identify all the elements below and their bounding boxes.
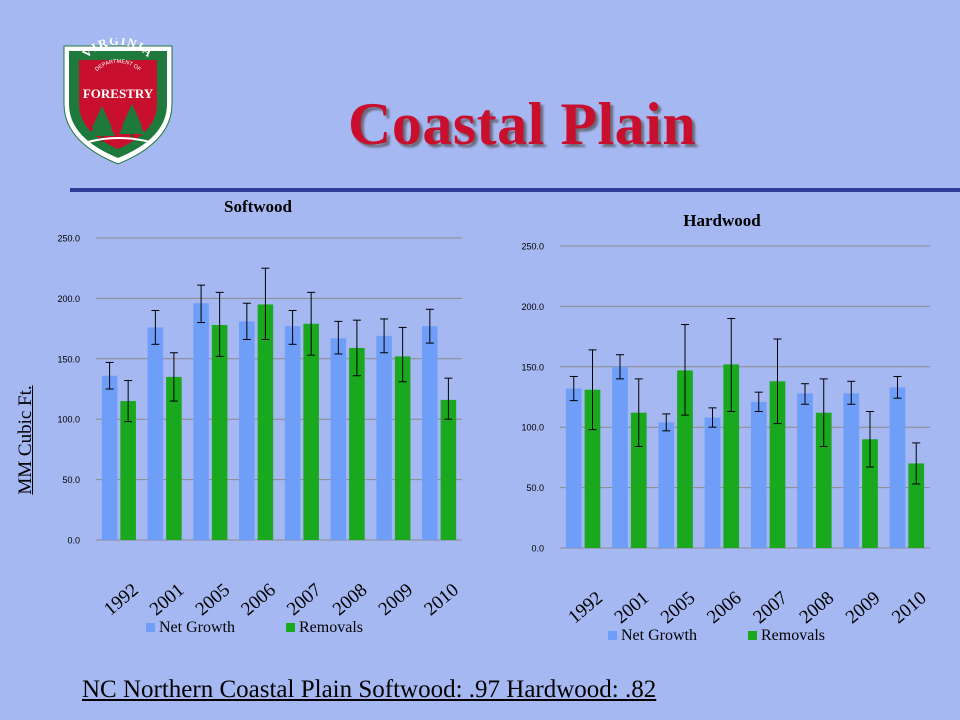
bar-removals (120, 401, 136, 540)
legend-swatch (286, 623, 295, 632)
slide-title: Coastal Plain (348, 91, 697, 157)
bar-net-growth (193, 303, 209, 540)
chart-title: Hardwood (683, 211, 761, 230)
x-tick-label: 2006 (703, 588, 746, 629)
bar-net-growth (658, 422, 675, 548)
bar-net-growth (843, 393, 860, 548)
x-tick-label: 2010 (420, 580, 463, 621)
legend-swatch (146, 623, 155, 632)
x-tick-label: 2007 (283, 580, 326, 621)
bar-net-growth (284, 326, 301, 540)
bar-removals (769, 381, 786, 548)
y-tick-label: 150.0 (57, 354, 80, 364)
bar-net-growth (239, 321, 255, 540)
x-tick-label: 2005 (192, 580, 235, 621)
x-tick-label: 1992 (564, 588, 607, 629)
y-tick-label: 250.0 (521, 242, 544, 252)
bar-removals (862, 439, 878, 548)
bar-net-growth (147, 327, 164, 540)
logo-main-text: FORESTRY (83, 86, 154, 101)
bar-net-growth (565, 388, 582, 548)
bar-removals (303, 323, 319, 540)
x-tick-label: 2010 (888, 588, 931, 629)
y-tick-label: 100.0 (57, 415, 80, 425)
legend-label: Removals (761, 627, 825, 644)
bar-net-growth (612, 366, 628, 548)
legend-swatch (608, 631, 617, 640)
bar-net-growth (101, 375, 118, 540)
bar-net-growth (704, 417, 721, 548)
legend-swatch (748, 631, 757, 640)
bar-net-growth (889, 387, 906, 548)
bar-net-growth (797, 393, 813, 548)
chart-title: Softwood (224, 197, 293, 216)
x-tick-label: 2009 (842, 588, 885, 629)
x-tick-label: 2005 (657, 588, 700, 629)
legend-label: Net Growth (621, 627, 697, 644)
bar-removals (440, 399, 457, 540)
bar-net-growth (422, 326, 438, 540)
bar-net-growth (750, 401, 767, 548)
x-tick-label: 2001 (611, 588, 654, 629)
legend-label: Net Growth (159, 619, 235, 636)
footnote: NC Northern Coastal Plain Softwood: .97 … (82, 676, 657, 703)
y-tick-label: 0.0 (531, 544, 544, 554)
bar-removals (211, 324, 228, 540)
x-tick-label: 2008 (329, 580, 372, 621)
y-tick-label: 150.0 (521, 362, 544, 372)
bar-removals (257, 304, 274, 540)
forestry-logo: VIRGINIA DEPARTMENT OF FORESTRY (63, 38, 173, 165)
x-tick-label: 1992 (100, 580, 143, 621)
y-tick-label: 50.0 (62, 475, 80, 485)
bar-net-growth (330, 338, 347, 540)
bar-net-growth (376, 335, 392, 540)
y-axis-label: MM Cubic Ft. (15, 385, 36, 495)
bar-removals (908, 463, 925, 548)
y-tick-label: 100.0 (521, 423, 544, 433)
bar-removals (349, 347, 365, 540)
y-tick-label: 200.0 (521, 302, 544, 312)
title-divider (70, 188, 960, 192)
legend-label: Removals (299, 619, 363, 636)
y-tick-label: 200.0 (57, 294, 80, 304)
x-tick-label: 2009 (375, 580, 418, 621)
x-tick-label: 2007 (749, 588, 792, 629)
y-tick-label: 250.0 (57, 234, 80, 244)
x-tick-label: 2006 (237, 580, 280, 621)
y-tick-label: 50.0 (526, 483, 544, 493)
logo-trees-icon (87, 104, 151, 143)
y-tick-label: 0.0 (67, 536, 80, 546)
bar-removals (723, 364, 740, 548)
x-tick-label: 2001 (146, 580, 189, 621)
bar-removals (394, 356, 411, 540)
bar-removals (166, 376, 182, 540)
x-tick-label: 2008 (796, 588, 839, 629)
